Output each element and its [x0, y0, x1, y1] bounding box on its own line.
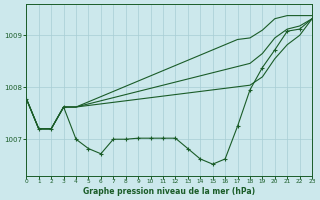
X-axis label: Graphe pression niveau de la mer (hPa): Graphe pression niveau de la mer (hPa) — [83, 187, 255, 196]
